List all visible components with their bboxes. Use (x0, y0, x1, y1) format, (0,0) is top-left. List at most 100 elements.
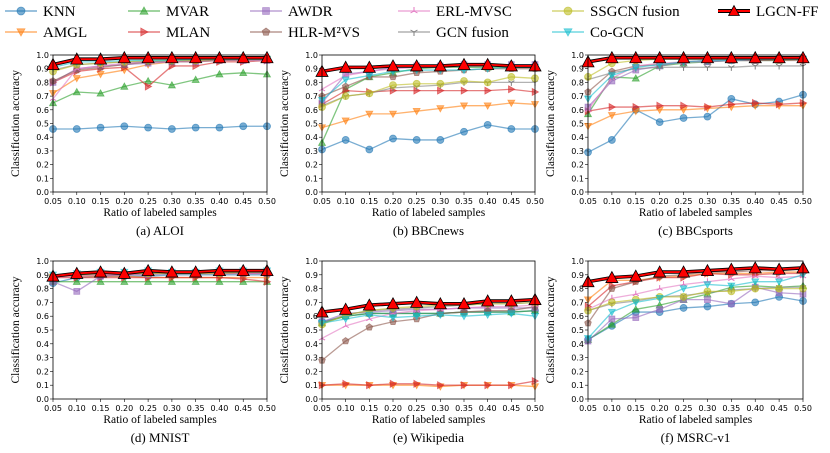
data-point (338, 60, 353, 73)
x-tick-label: 0.25 (675, 197, 693, 206)
x-tick-label: 0.50 (794, 404, 812, 413)
y-tick-label: 0.5 (571, 120, 584, 129)
data-point (389, 72, 397, 81)
data-point (188, 265, 203, 278)
series-line (321, 63, 535, 73)
data-point (679, 292, 688, 301)
y-tick-label: 0.0 (571, 395, 584, 404)
legend-item-knn: KNN (5, 4, 76, 20)
data-point (341, 315, 350, 324)
series-lgcn-ff (581, 50, 810, 68)
data-point (389, 134, 397, 143)
data-point (117, 266, 132, 279)
data-point (436, 136, 445, 144)
y-tick-label: 0.6 (305, 312, 318, 321)
x-axis-label: Ratio of labeled samples (639, 414, 753, 426)
y-tick-label: 0.1 (571, 381, 584, 390)
series-mlan (318, 85, 540, 109)
data-point (141, 263, 155, 277)
y-tick-label: 0.7 (36, 298, 49, 307)
data-point (507, 310, 516, 318)
x-tick-label: 0.40 (211, 404, 229, 413)
data-point (752, 98, 760, 108)
y-tick-label: 0.0 (571, 188, 584, 197)
x-tick-label: 0.45 (502, 404, 520, 413)
data-point (700, 263, 715, 277)
x-tick-label: 0.05 (313, 404, 331, 413)
x-tick-label: 0.15 (627, 197, 645, 206)
x-tick-label: 0.20 (384, 197, 402, 206)
legend-marker-icon (261, 27, 271, 36)
y-tick-label: 0.9 (36, 65, 49, 74)
x-tick-label: 0.05 (44, 404, 62, 413)
data-point (483, 120, 492, 129)
legend-marker-icon (563, 28, 573, 37)
y-tick-label: 0.9 (305, 65, 318, 74)
series-line (587, 268, 804, 324)
data-point (775, 100, 784, 109)
data-point (679, 304, 688, 312)
data-point (365, 89, 374, 98)
y-tick-label: 0.4 (305, 340, 318, 349)
x-tick-label: 0.50 (526, 197, 544, 206)
x-tick-label: 0.25 (139, 197, 157, 206)
series-line (321, 66, 535, 143)
y-tick-label: 0.6 (571, 312, 584, 321)
series-line (587, 56, 803, 63)
series-mlan (318, 376, 540, 390)
data-point (504, 59, 519, 72)
y-tick-label: 1.0 (571, 51, 584, 60)
data-point (365, 323, 374, 331)
x-tick-label: 0.15 (92, 197, 110, 206)
series-line (321, 68, 535, 97)
series-line (321, 301, 536, 326)
data-point (239, 68, 248, 77)
series-co-gcn (583, 271, 808, 343)
series-knn (584, 90, 807, 157)
data-point (236, 50, 250, 64)
subplot-caption: (b) BBCnews (393, 223, 464, 238)
data-point (96, 70, 105, 79)
x-tick-label: 0.50 (526, 404, 544, 413)
y-tick-label: 1.0 (305, 257, 318, 266)
series-erl-mvsc (318, 301, 539, 341)
y-tick-label: 0.5 (571, 326, 584, 335)
data-point (436, 79, 445, 88)
y-tick-label: 0.8 (36, 285, 49, 294)
x-tick-label: 0.40 (479, 197, 497, 206)
legend-item-ssgcn-fusion: SSGCN fusion (552, 4, 680, 20)
data-point (212, 50, 227, 64)
y-tick-label: 0.7 (305, 298, 318, 307)
x-tick-label: 0.25 (408, 404, 426, 413)
data-point (143, 76, 153, 85)
x-axis-label: Ratio of labeled samples (639, 207, 753, 219)
x-tick-label: 0.35 (455, 404, 473, 413)
data-point (724, 262, 739, 275)
x-tick-label: 0.30 (699, 404, 717, 413)
y-tick-label: 0.0 (305, 395, 318, 404)
y-tick-label: 0.8 (305, 78, 318, 87)
data-point (409, 295, 424, 308)
data-point (704, 296, 711, 304)
data-point (507, 73, 516, 81)
data-point (727, 300, 735, 308)
series-line (587, 58, 803, 100)
data-point (96, 277, 105, 285)
data-point (751, 63, 759, 70)
data-point (412, 312, 421, 321)
series-line (587, 94, 804, 153)
data-point (388, 110, 398, 119)
y-tick-label: 0.7 (571, 92, 584, 101)
data-point (748, 50, 762, 64)
data-point (631, 64, 640, 72)
data-point (652, 265, 667, 278)
x-tick-label: 0.45 (502, 197, 520, 206)
legend-marker-icon (410, 7, 418, 14)
y-tick-label: 0.2 (571, 161, 584, 170)
data-point (607, 136, 616, 144)
data-point (608, 102, 617, 112)
y-tick-label: 0.4 (36, 133, 49, 142)
data-point (703, 302, 712, 311)
axes-frame (587, 260, 804, 400)
x-tick-label: 0.40 (211, 197, 229, 206)
